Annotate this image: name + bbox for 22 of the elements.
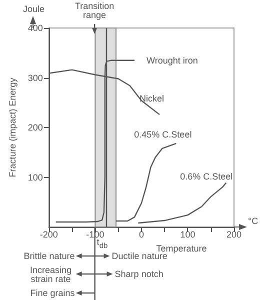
text: Fine grains xyxy=(30,288,75,298)
text: Brittle nature xyxy=(24,251,75,261)
y-tick-label: 400 xyxy=(28,23,43,33)
series-label: Wrought iron xyxy=(146,55,198,66)
series-label: 0.6% C.Steel xyxy=(180,172,233,182)
y-axis-title: Fracture (impact) Energy xyxy=(8,77,18,178)
ref-line-label: t$_{db}$ xyxy=(96,237,108,250)
text: Ductile nature xyxy=(112,251,168,261)
band-label: Transition range xyxy=(74,1,116,20)
text: Sharp notch xyxy=(114,269,164,279)
x-axis-title: Temperature xyxy=(156,243,207,254)
y-tick-label: 100 xyxy=(28,172,43,182)
x-tick-label: 100 xyxy=(180,230,196,240)
text: Joule xyxy=(23,4,45,14)
y-tick-label: 300 xyxy=(28,72,43,83)
series-label: Nickel xyxy=(140,94,164,104)
text: Increasing strain rate xyxy=(29,265,73,284)
x-tick-label: -200 xyxy=(40,230,58,240)
series-label: 0.45% C.Steel xyxy=(134,129,192,140)
y-tick-label: 200 xyxy=(28,122,43,132)
x-tick-label: 200 xyxy=(226,230,242,240)
text: °C xyxy=(248,216,258,226)
